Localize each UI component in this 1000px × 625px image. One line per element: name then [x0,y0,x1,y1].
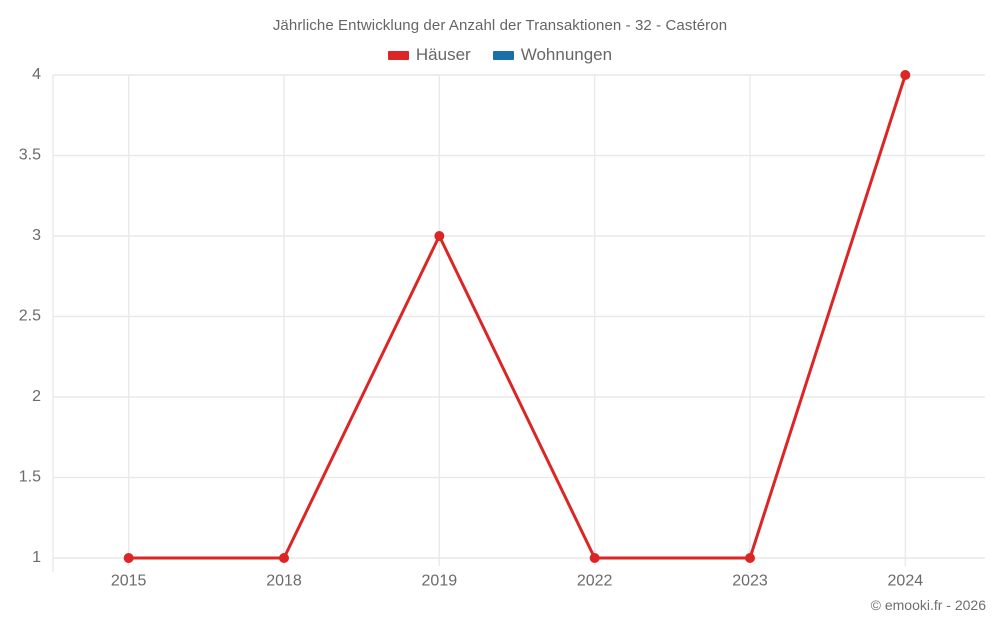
legend-item-hauser[interactable]: Häuser [387,45,471,65]
grid-lines [53,74,985,559]
series-line-häuser [127,73,907,560]
axis-lines [52,75,907,572]
x-axis-tick-label: 2023 [732,572,768,589]
legend-swatch-wohnungen [492,50,514,60]
x-axis-tick-label: 2024 [888,572,924,589]
data-point-marker[interactable] [589,553,600,563]
data-point-marker[interactable] [279,553,289,563]
chart-title: Jährliche Entwicklung der Anzahl der Tra… [272,17,728,34]
y-axis-tick-label: 2 [32,388,41,405]
legend-swatch-hauser [387,50,409,60]
footer-credit: © emooki.fr - 2026 [870,597,986,613]
x-axis-tick-label: 2018 [266,572,302,589]
x-axis-tick-label: 2019 [422,572,458,589]
legend-label-wohnungen: Wohnungen [520,45,613,64]
y-axis-tick-labels: 1 1.5 2 2.5 3 3.5 4 [19,66,41,566]
y-axis-tick-label: 1.5 [19,469,41,486]
y-axis-tick-label: 1 [32,549,41,566]
legend-item-wohnungen[interactable]: Wohnungen [492,45,613,65]
y-axis-tick-label: 4 [32,66,41,83]
x-axis-tick-labels: 2015 2018 2019 2022 2023 2024 [111,572,923,589]
y-axis-tick-label: 3.5 [19,147,41,164]
data-point-marker[interactable] [900,70,911,80]
series-lines [127,73,907,560]
series-markers [123,70,911,563]
data-point-marker[interactable] [434,231,445,241]
x-axis-tick-label: 2015 [111,572,147,589]
data-point-marker[interactable] [745,553,755,563]
chart-legend: Häuser Wohnungen [0,45,1000,65]
x-axis-tick-label: 2022 [577,572,613,589]
y-axis-tick-label: 3 [32,227,41,244]
y-axis-tick-label: 2.5 [19,308,41,325]
legend-label-hauser: Häuser [415,45,471,64]
data-point-marker[interactable] [123,553,134,563]
